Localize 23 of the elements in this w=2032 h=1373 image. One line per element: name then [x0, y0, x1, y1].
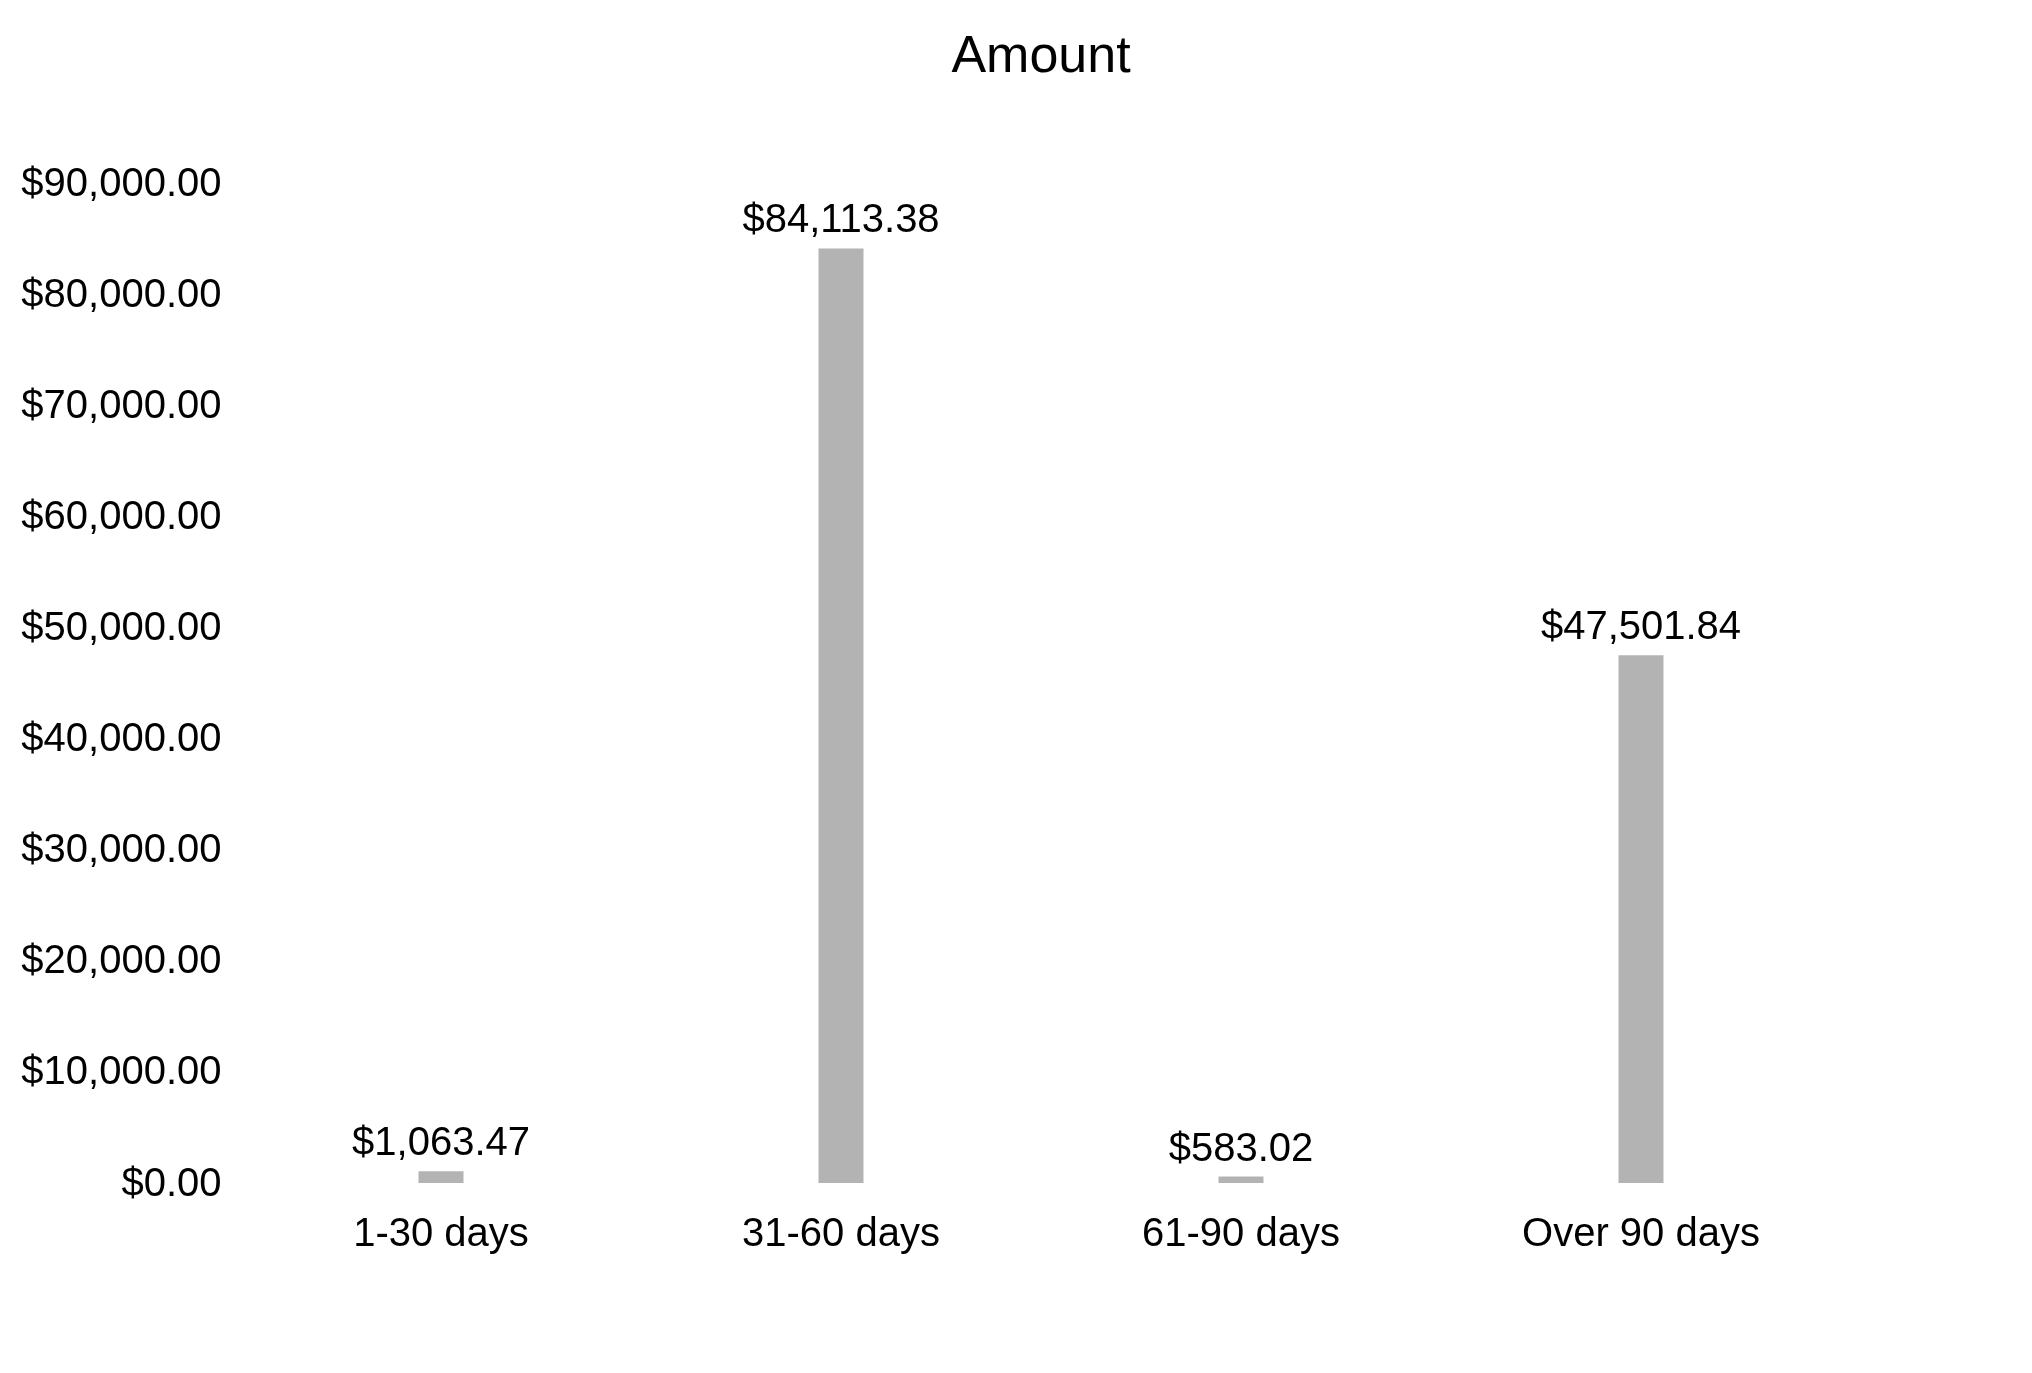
x-tick-label: 31-60 days — [742, 1209, 940, 1254]
x-tick-label: 1-30 days — [353, 1209, 529, 1254]
chart-title: Amount — [951, 25, 1132, 83]
y-tick-label: $40,000.00 — [21, 715, 222, 760]
y-tick-label: $30,000.00 — [21, 826, 222, 871]
data-label: $84,113.38 — [742, 196, 940, 241]
data-label: $583.02 — [1168, 1124, 1314, 1169]
y-tick-label: $60,000.00 — [21, 492, 222, 537]
y-tick-label: $70,000.00 — [21, 381, 222, 426]
data-label: $1,063.47 — [352, 1119, 530, 1164]
y-tick-label: $90,000.00 — [21, 159, 222, 204]
y-tick-label: $50,000.00 — [21, 603, 222, 648]
y-tick-label: $20,000.00 — [21, 937, 222, 982]
y-tick-label: $80,000.00 — [21, 270, 222, 315]
x-tick-label: Over 90 days — [1522, 1209, 1760, 1254]
y-tick-label: $10,000.00 — [21, 1048, 222, 1093]
bar — [818, 248, 864, 1183]
bar — [1618, 655, 1664, 1183]
x-tick-label: 61-90 days — [1142, 1209, 1340, 1254]
data-label: $47,501.84 — [1540, 603, 1742, 648]
bar — [1218, 1176, 1264, 1183]
bar — [418, 1171, 464, 1183]
y-tick-label: $0.00 — [121, 1159, 222, 1204]
